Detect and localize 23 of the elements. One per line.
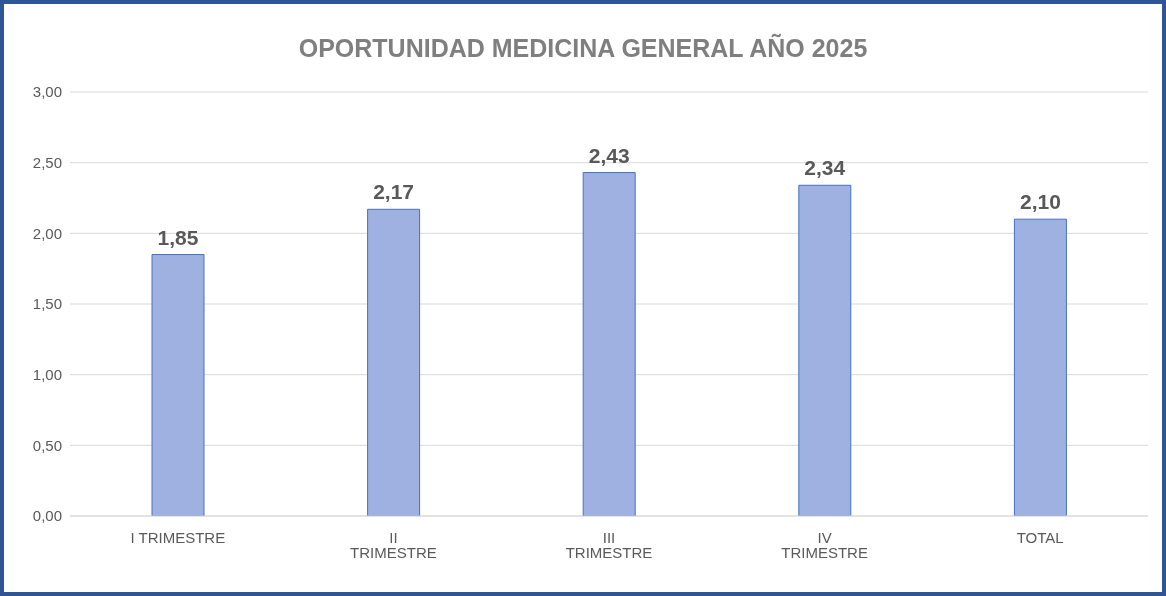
- data-label: 1,85: [157, 225, 199, 249]
- chart-title: OPORTUNIDAD MEDICINA GENERAL AÑO 2025: [297, 34, 869, 63]
- bar: [1013, 218, 1067, 516]
- y-tick-label: 1,50: [32, 295, 62, 313]
- y-tick-label: 2,50: [32, 153, 62, 171]
- y-tick-label: 0,50: [32, 436, 62, 454]
- y-tick-label: 2,00: [32, 224, 62, 242]
- y-tick-label: 0,00: [32, 507, 62, 525]
- x-tick-label: III TRIMESTRE: [565, 528, 653, 561]
- data-label: 2,43: [588, 143, 630, 167]
- x-tick-label: TOTAL: [1016, 528, 1064, 546]
- x-tick-label: IV TRIMESTRE: [781, 528, 868, 561]
- x-tick-label: I TRIMESTRE: [130, 528, 226, 546]
- x-tick-label: II TRIMESTRE: [350, 528, 437, 561]
- data-label: 2,10: [1019, 190, 1061, 214]
- bar: [582, 172, 636, 516]
- bar: [151, 254, 205, 516]
- data-label: 2,34: [804, 156, 846, 180]
- y-tick-label: 3,00: [32, 83, 62, 101]
- bar: [798, 184, 852, 516]
- y-tick-label: 1,00: [32, 365, 62, 383]
- data-label: 2,17: [373, 180, 415, 204]
- bar: [367, 208, 421, 516]
